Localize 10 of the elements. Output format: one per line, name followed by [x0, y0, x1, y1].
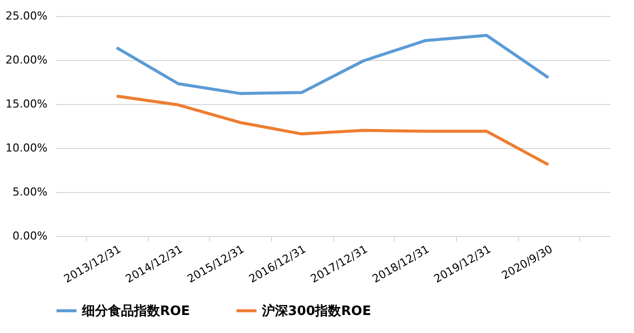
line-series [115, 94, 550, 166]
y-tick-label: 5.00% [12, 186, 48, 198]
legend-label: 细分食品指数ROE [81, 304, 190, 319]
line-series [115, 34, 550, 95]
legend-label: 沪深300指数ROE [261, 302, 372, 319]
y-tick-label: 20.00% [6, 54, 48, 66]
y-tick-label: 0.00% [12, 230, 48, 242]
y-tick-label: 15.00% [6, 98, 48, 110]
y-tick-label: 10.00% [6, 142, 48, 154]
y-tick-label: 25.00% [6, 10, 48, 22]
